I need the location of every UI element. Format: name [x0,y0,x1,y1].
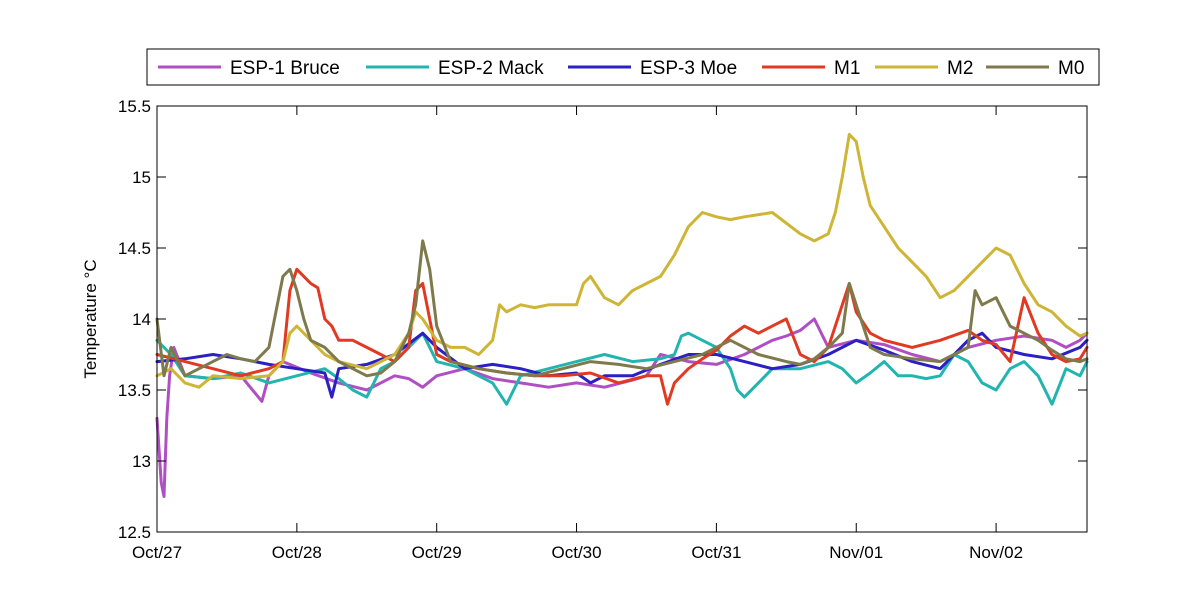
x-tick-label: Oct/29 [412,543,462,562]
y-tick-label: 15.5 [118,97,151,116]
legend-label: M2 [947,58,973,79]
legend-label: ESP-1 Bruce [230,58,340,79]
x-tick-label: Oct/28 [272,543,322,562]
legend-label: M1 [834,58,860,79]
y-tick-label: 13 [132,452,151,471]
legend-label: M0 [1058,58,1084,79]
legend: ESP-1 Bruce ESP-2 Mack ESP-3 Moe M1 M2 M0 [146,48,1100,86]
series-line-4 [155,132,1089,389]
y-tick-label: 12.5 [118,523,151,542]
y-tick-label: 14.5 [118,239,151,258]
series-line-3 [155,267,1089,406]
series-line-5 [155,239,1089,378]
x-tick-label: Oct/27 [132,543,182,562]
series-line-1 [155,331,1089,406]
y-axis-title: Temperature °C [81,259,100,378]
y-tick-label: 15 [132,168,151,187]
y-tick-label: 14 [132,310,151,329]
plot-background [157,106,1087,532]
legend-label: ESP-2 Mack [438,58,544,79]
x-tick-label: Nov/02 [969,543,1023,562]
x-tick-label: Nov/01 [829,543,883,562]
legend-label: ESP-3 Moe [640,58,737,79]
x-tick-label: Oct/30 [552,543,602,562]
x-tick-label: Oct/31 [691,543,741,562]
axes: 12.5 13 13.5 14 14.5 15 15.5 Oct/27 Oct/28 Oct/29… [81,97,1088,562]
plot-area [155,106,1089,532]
series-line-2 [155,331,1089,399]
y-tick-label: 13.5 [118,381,151,400]
